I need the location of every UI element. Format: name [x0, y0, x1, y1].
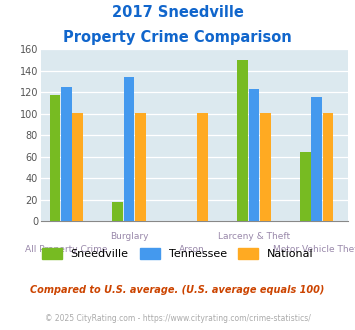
Bar — [300, 152, 311, 221]
Bar — [260, 113, 271, 221]
Text: Arson: Arson — [179, 245, 204, 254]
Text: Compared to U.S. average. (U.S. average equals 100): Compared to U.S. average. (U.S. average … — [30, 285, 325, 295]
Bar — [197, 113, 208, 221]
Legend: Sneedville, Tennessee, National: Sneedville, Tennessee, National — [37, 244, 318, 263]
Bar — [248, 89, 260, 221]
Bar — [323, 113, 333, 221]
Bar — [50, 94, 60, 221]
Text: Motor Vehicle Theft: Motor Vehicle Theft — [273, 245, 355, 254]
Bar — [72, 113, 83, 221]
Text: Larceny & Theft: Larceny & Theft — [218, 232, 290, 241]
Text: All Property Crime: All Property Crime — [25, 245, 108, 254]
Bar — [124, 77, 135, 221]
Text: Property Crime Comparison: Property Crime Comparison — [63, 30, 292, 45]
Bar — [311, 97, 322, 221]
Bar — [61, 87, 72, 221]
Text: Burglary: Burglary — [110, 232, 148, 241]
Bar — [237, 60, 248, 221]
Text: 2017 Sneedville: 2017 Sneedville — [111, 5, 244, 20]
Bar — [112, 202, 123, 221]
Text: © 2025 CityRating.com - https://www.cityrating.com/crime-statistics/: © 2025 CityRating.com - https://www.city… — [45, 314, 310, 323]
Bar — [135, 113, 146, 221]
